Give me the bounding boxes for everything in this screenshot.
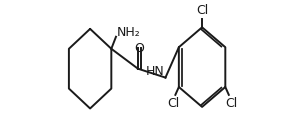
Text: Cl: Cl — [167, 97, 179, 110]
Text: Cl: Cl — [196, 4, 208, 17]
Text: Cl: Cl — [225, 97, 237, 110]
Text: O: O — [135, 42, 144, 55]
Text: HN: HN — [146, 65, 164, 78]
Text: NH₂: NH₂ — [117, 26, 141, 39]
